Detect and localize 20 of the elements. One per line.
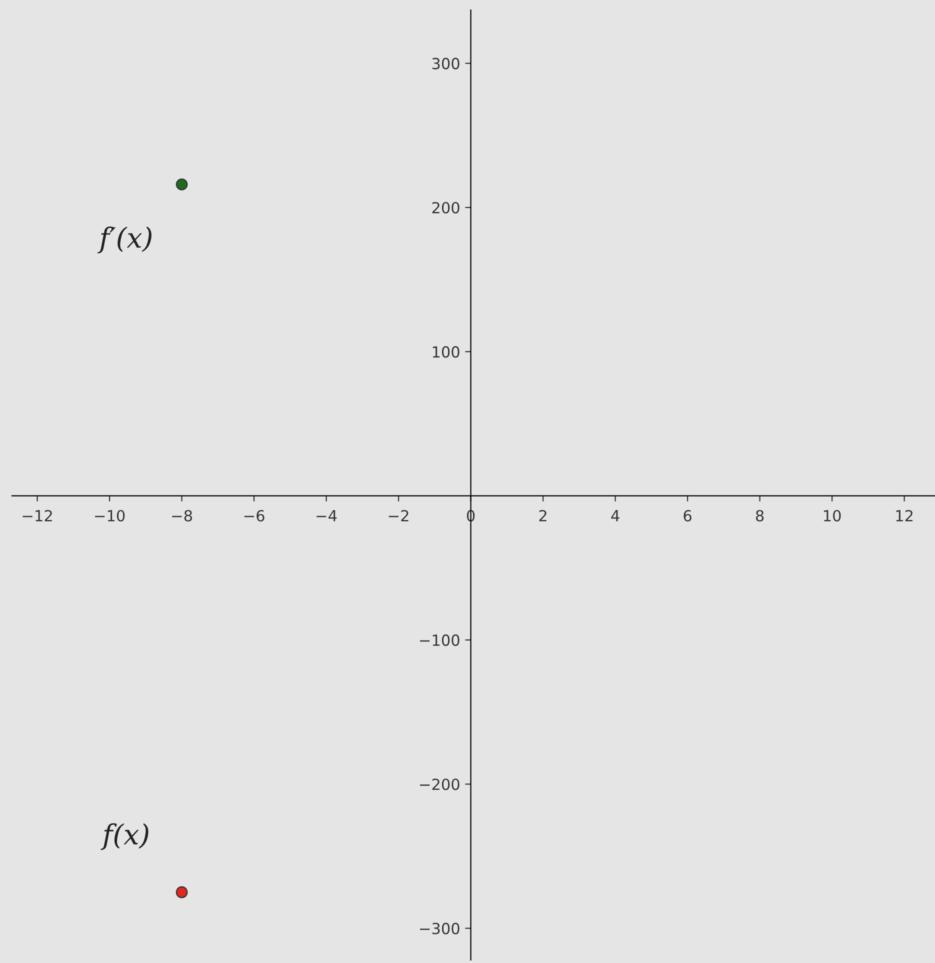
y-tick-label: −300 <box>420 922 460 934</box>
series-label: f(x) <box>100 823 148 850</box>
x-tick-label: −2 <box>388 510 408 522</box>
series-label: f′(x) <box>98 226 152 254</box>
x-tick-label: −8 <box>172 510 192 522</box>
y-tick-label: 200 <box>432 202 460 214</box>
x-tick-label: 6 <box>684 510 692 522</box>
y-tick-label: −200 <box>420 778 460 790</box>
x-tick-label: 8 <box>756 510 764 522</box>
y-tick-label: 100 <box>432 346 460 358</box>
x-tick-label: 2 <box>539 510 546 522</box>
y-tick-label: 300 <box>432 58 460 70</box>
y-tick-label: −100 <box>420 634 460 646</box>
x-tick-label: 12 <box>896 510 912 522</box>
x-tick-label: 4 <box>611 510 620 522</box>
x-tick-label: 10 <box>824 510 841 522</box>
x-tick-label: −10 <box>95 510 125 522</box>
x-tick-label: −12 <box>22 510 52 522</box>
x-tick-label: −4 <box>316 510 337 522</box>
x-tick-label: −6 <box>244 510 264 522</box>
